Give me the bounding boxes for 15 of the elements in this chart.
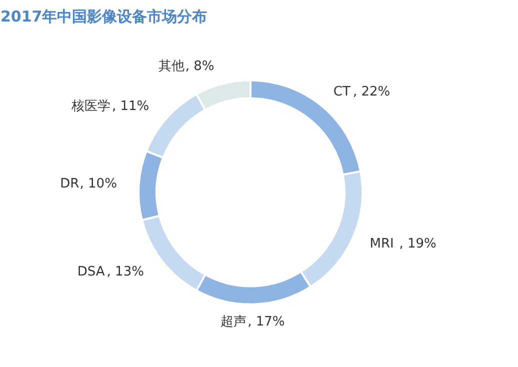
chart-title: 2017年中国影像设备市场分布 <box>0 8 208 26</box>
data-label: , 22% <box>352 84 390 100</box>
slice-label: MRI <box>370 236 394 252</box>
slice-label: CT <box>333 84 350 100</box>
data-label: , 13% <box>106 264 144 280</box>
slice-label: 核医学 <box>70 98 110 114</box>
slice-label: 超声 <box>220 314 247 330</box>
data-label: , 17% <box>248 314 285 330</box>
slice-label: 其他 <box>158 59 184 74</box>
data-label: , 11% <box>112 98 150 114</box>
data-label: , 19% <box>399 236 436 252</box>
data-label: , 10% <box>80 176 117 192</box>
slice-label: DSA <box>77 264 105 280</box>
data-label: , 8% <box>185 59 214 74</box>
slice-label: DR <box>60 176 80 192</box>
